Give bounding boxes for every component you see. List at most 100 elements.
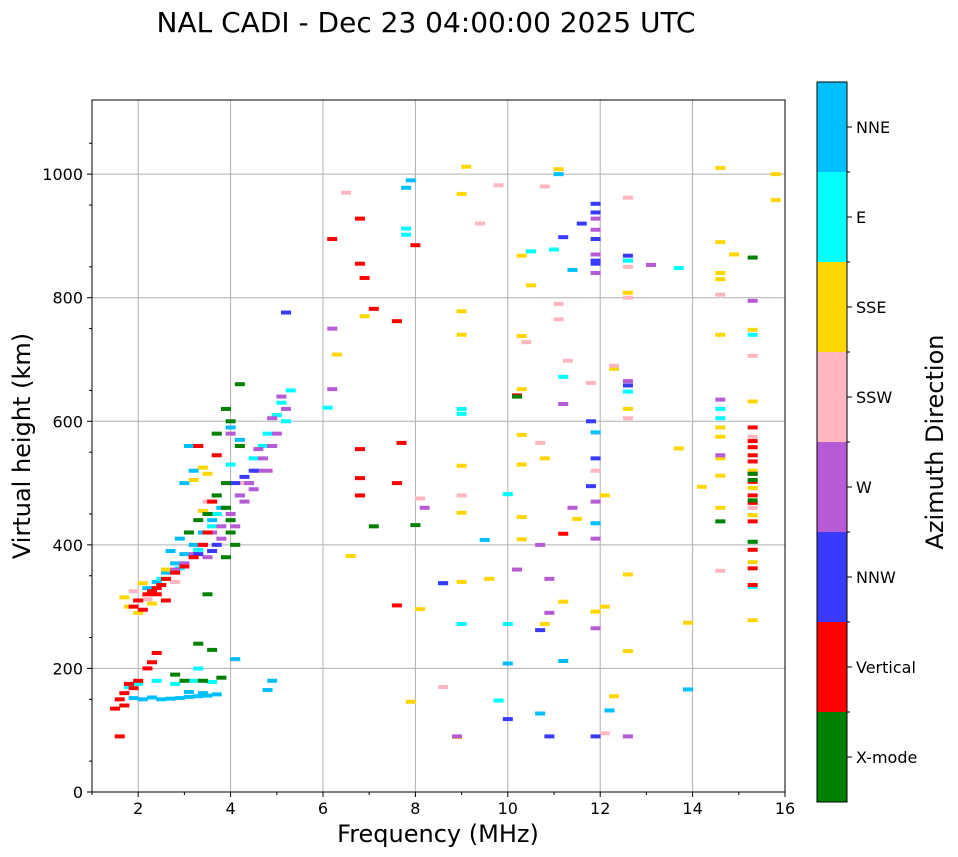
echo-point <box>590 626 601 631</box>
echo-point <box>151 650 162 655</box>
echo-point <box>253 447 264 452</box>
echo-point <box>193 444 204 448</box>
echo-point <box>646 262 657 267</box>
echo-point <box>715 456 726 461</box>
echo-point <box>341 190 352 195</box>
echo-point <box>230 657 241 662</box>
echo-point <box>197 465 208 470</box>
echo-point <box>230 542 241 547</box>
echo-point <box>604 708 615 713</box>
echo-point <box>160 598 171 603</box>
echo-point <box>267 416 278 421</box>
echo-point <box>562 358 573 363</box>
echo-point <box>553 301 564 306</box>
echo-point <box>188 477 199 482</box>
colorbar-segment <box>817 82 847 172</box>
echo-point <box>622 649 633 654</box>
echo-point <box>715 425 726 430</box>
echo-point <box>622 734 633 739</box>
echo-point <box>262 688 273 693</box>
echo-point <box>202 693 213 698</box>
x-tick-label: 2 <box>133 799 143 818</box>
echo-point <box>585 419 596 424</box>
echo-point <box>248 468 259 473</box>
echo-point <box>151 678 162 683</box>
echo-point <box>558 659 569 664</box>
echo-point <box>553 172 564 177</box>
echo-point <box>391 319 402 324</box>
echo-point <box>405 178 416 183</box>
colorbar-tick-label: SSE <box>856 298 886 317</box>
echo-point <box>359 314 370 319</box>
echo-point <box>170 567 181 572</box>
colorbar-segment <box>817 442 847 532</box>
x-tick-label: 10 <box>498 799 518 818</box>
echo-point <box>401 226 412 231</box>
echo-point <box>599 493 610 498</box>
colorbar-segment <box>817 622 847 712</box>
echo-point <box>184 694 195 699</box>
x-axis-label: Frequency (MHz) <box>337 820 539 848</box>
axis-ticks: 2 4 6 8 10 12 14 16 0 200 400 600 800 1000 <box>42 142 795 818</box>
echo-point <box>585 484 596 489</box>
echo-point <box>234 437 245 442</box>
echo-point <box>451 734 462 739</box>
echo-point <box>359 275 370 280</box>
echo-point <box>202 511 213 516</box>
echo-point <box>281 310 292 315</box>
echo-point <box>590 609 601 614</box>
echo-point <box>220 505 231 510</box>
echo-point <box>410 243 421 248</box>
echo-point <box>368 524 379 529</box>
echo-point <box>747 459 758 464</box>
echo-point <box>220 481 231 486</box>
echo-point <box>493 698 504 703</box>
echo-point <box>410 523 421 528</box>
echo-point <box>590 227 601 232</box>
echo-point <box>128 589 139 594</box>
echo-point <box>747 539 758 544</box>
echo-point <box>590 216 601 221</box>
x-tick-label: 6 <box>318 799 328 818</box>
echo-point <box>160 576 171 581</box>
echo-point <box>156 697 167 702</box>
echo-point <box>456 463 467 468</box>
echo-point <box>193 518 204 523</box>
x-tick-label: 12 <box>590 799 610 818</box>
echo-point <box>230 481 241 486</box>
echo-point <box>715 505 726 510</box>
echo-point <box>193 666 204 671</box>
echo-point <box>456 191 467 196</box>
echo-point <box>234 382 245 387</box>
echo-point <box>133 681 144 686</box>
echo-point <box>590 468 601 473</box>
echo-point <box>576 221 587 226</box>
echo-point <box>567 267 578 272</box>
echo-point <box>493 183 504 188</box>
echo-point <box>165 696 176 701</box>
colorbar-tick-label: W <box>856 478 872 497</box>
x-tick-label: 4 <box>226 799 236 818</box>
echo-point <box>535 440 546 445</box>
echo-point <box>484 576 495 581</box>
echo-point <box>179 561 190 566</box>
echo-point <box>535 628 546 633</box>
echo-point <box>502 621 513 626</box>
echo-point <box>516 253 527 258</box>
echo-point <box>128 696 139 701</box>
echo-point <box>673 266 684 271</box>
plot-frame <box>91 99 786 793</box>
echo-point <box>405 699 416 704</box>
echo-point <box>151 592 162 597</box>
colorbar-segment <box>817 712 847 802</box>
echo-point <box>622 253 633 258</box>
echo-point <box>211 493 222 498</box>
echo-point <box>747 445 758 450</box>
echo-point <box>225 462 236 467</box>
echo-point <box>211 511 222 516</box>
echo-point <box>516 334 527 339</box>
echo-point <box>207 518 218 523</box>
echo-point <box>535 542 546 547</box>
echo-point <box>193 641 204 646</box>
echo-point <box>747 353 758 358</box>
